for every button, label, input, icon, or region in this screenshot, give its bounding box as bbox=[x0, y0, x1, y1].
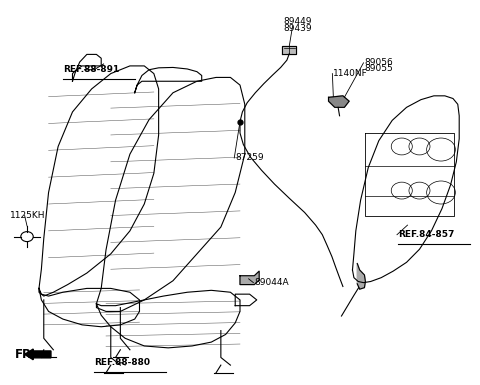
Text: 89055: 89055 bbox=[364, 64, 393, 73]
Text: 1140NF: 1140NF bbox=[333, 69, 368, 78]
Text: REF.84-857: REF.84-857 bbox=[398, 230, 454, 239]
Text: REF.88-880: REF.88-880 bbox=[94, 358, 150, 367]
Text: 1125KH: 1125KH bbox=[10, 211, 46, 220]
Text: 89044A: 89044A bbox=[254, 278, 289, 287]
Text: 89449: 89449 bbox=[283, 17, 312, 26]
Text: 87259: 87259 bbox=[235, 154, 264, 162]
Polygon shape bbox=[328, 96, 349, 107]
Text: 89439: 89439 bbox=[283, 24, 312, 33]
Text: REF.88-891: REF.88-891 bbox=[63, 65, 119, 74]
Polygon shape bbox=[282, 46, 297, 54]
Polygon shape bbox=[240, 271, 259, 285]
Polygon shape bbox=[357, 263, 365, 289]
Text: 89056: 89056 bbox=[364, 58, 393, 67]
Text: FR.: FR. bbox=[15, 348, 37, 361]
FancyArrow shape bbox=[24, 349, 51, 360]
